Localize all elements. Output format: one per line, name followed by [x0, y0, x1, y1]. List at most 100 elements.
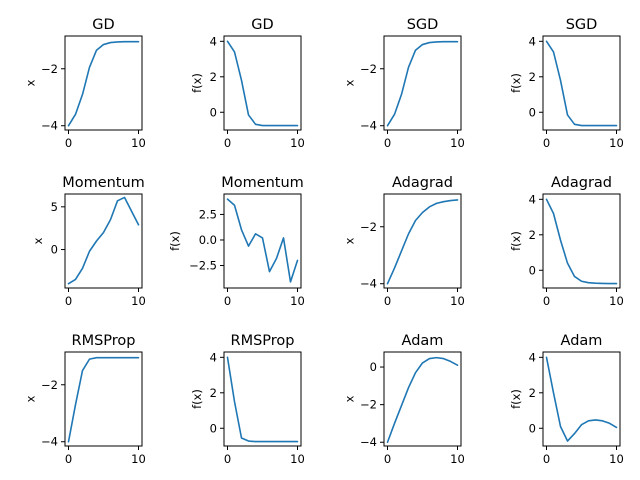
subplot-10: RMSProp 0 10 0 2 4 f(x) [190, 333, 305, 466]
series-line [67, 196, 140, 285]
y-tick-label: 0 [210, 421, 217, 435]
x-tick-label: 10 [131, 452, 146, 466]
x-tick-label: 10 [450, 294, 465, 308]
subplot-title: SGD [407, 17, 439, 33]
x-tick-label: 10 [450, 452, 465, 466]
subplot-7: Adagrad 0 10 −4 −2x [343, 175, 465, 308]
series-line [545, 198, 618, 285]
series-line [226, 198, 299, 283]
series-line [67, 356, 140, 443]
y-tick-label: 0.0 [199, 233, 217, 247]
y-axis-label: x [343, 79, 357, 86]
plot-area-frame [542, 193, 621, 289]
x-tick-label: 0 [384, 136, 391, 150]
x-tick-label: 10 [450, 136, 465, 150]
y-axis-label: x [343, 237, 357, 244]
subplot-title: GD [251, 17, 273, 33]
plot-area-frame [223, 351, 302, 447]
y-tick-label: 4 [210, 34, 217, 48]
y-tick-label: 0 [210, 105, 217, 119]
plot-area-frame [542, 35, 621, 131]
x-tick-label: 10 [131, 136, 146, 150]
plot-area-frame [542, 351, 621, 447]
subplot-4: SGD 0 10 0 2 4 f(x) [509, 17, 624, 150]
subplot-11: Adam 0 10 −4 −2 0 x [343, 333, 465, 466]
subplot-5: Momentum 0 10 0 5 x [31, 175, 146, 308]
y-tick-label: −2.5 [189, 259, 217, 273]
y-axis-label: x [24, 395, 38, 402]
y-tick-label: 0 [529, 263, 536, 277]
y-tick-label: −4 [360, 435, 377, 449]
y-tick-label: 2.5 [199, 207, 217, 221]
series-line [545, 40, 618, 127]
y-tick-label: −2 [360, 62, 377, 76]
x-tick-label: 0 [543, 294, 550, 308]
y-tick-label: 0 [529, 421, 536, 435]
subplot-1: GD 0 10 −4 −2x [24, 17, 146, 150]
y-tick-label: 2 [210, 386, 217, 400]
subplot-title: RMSProp [231, 333, 295, 349]
x-tick-label: 0 [65, 452, 72, 466]
y-axis-label: x [343, 395, 357, 402]
subplot-title: Adam [402, 333, 444, 349]
subplot-8: Adagrad 0 10 0 2 4 f(x) [509, 175, 624, 308]
x-tick-label: 0 [543, 136, 550, 150]
subplot-title: RMSProp [72, 333, 136, 349]
subplot-title: GD [92, 17, 114, 33]
series-line [226, 356, 299, 443]
y-tick-label: −2 [41, 62, 58, 76]
y-tick-label: −2 [41, 378, 58, 392]
plot-area-frame [383, 193, 462, 289]
subplot-9: RMSProp 0 10 −4 −2x [24, 333, 146, 466]
y-tick-label: 2 [529, 228, 536, 242]
subplot-2: GD 0 10 0 2 4 f(x) [190, 17, 305, 150]
y-tick-label: −4 [41, 435, 58, 449]
series-line [545, 356, 618, 442]
plot-area-frame [223, 193, 302, 289]
series-line [226, 40, 299, 127]
y-axis-label: f(x) [509, 73, 523, 93]
y-tick-label: 4 [529, 34, 536, 48]
plot-area-frame [383, 351, 462, 447]
y-tick-label: 4 [210, 350, 217, 364]
subplot-title: Adam [561, 333, 603, 349]
y-axis-label: f(x) [509, 231, 523, 251]
x-tick-label: 0 [384, 452, 391, 466]
x-tick-label: 0 [224, 452, 231, 466]
x-tick-label: 0 [224, 136, 231, 150]
plot-area-frame [223, 35, 302, 131]
x-tick-label: 10 [131, 294, 146, 308]
y-axis-label: f(x) [509, 389, 523, 409]
subplot-title: Momentum [62, 175, 145, 191]
subplot-6: Momentum 0 10 −2.5 0.0 2.5 f(x) [168, 175, 305, 308]
plot-area-frame [64, 193, 143, 289]
subplot-title: Adagrad [551, 175, 612, 191]
y-tick-label: −2 [360, 398, 377, 412]
y-tick-label: −2 [360, 220, 377, 234]
x-tick-label: 0 [224, 294, 231, 308]
x-tick-label: 0 [384, 294, 391, 308]
x-tick-label: 10 [609, 294, 624, 308]
y-tick-label: 2 [210, 70, 217, 84]
y-tick-label: 5 [51, 200, 58, 214]
x-tick-label: 10 [609, 452, 624, 466]
x-tick-label: 10 [609, 136, 624, 150]
plot-area-frame [383, 35, 462, 131]
series-line [386, 40, 459, 127]
plot-area-frame [64, 35, 143, 131]
y-tick-label: 2 [529, 386, 536, 400]
y-tick-label: 2 [529, 70, 536, 84]
subplot-title: SGD [566, 17, 598, 33]
y-tick-label: 0 [51, 243, 58, 257]
x-tick-label: 0 [65, 294, 72, 308]
series-line [386, 356, 459, 444]
y-axis-label: x [24, 79, 38, 86]
plot-area-frame [64, 351, 143, 447]
y-tick-label: −4 [41, 119, 58, 133]
x-tick-label: 10 [290, 136, 305, 150]
y-tick-label: −4 [360, 277, 377, 291]
x-tick-label: 10 [290, 294, 305, 308]
subplot-title: Momentum [221, 175, 304, 191]
y-axis-label: f(x) [190, 389, 204, 409]
